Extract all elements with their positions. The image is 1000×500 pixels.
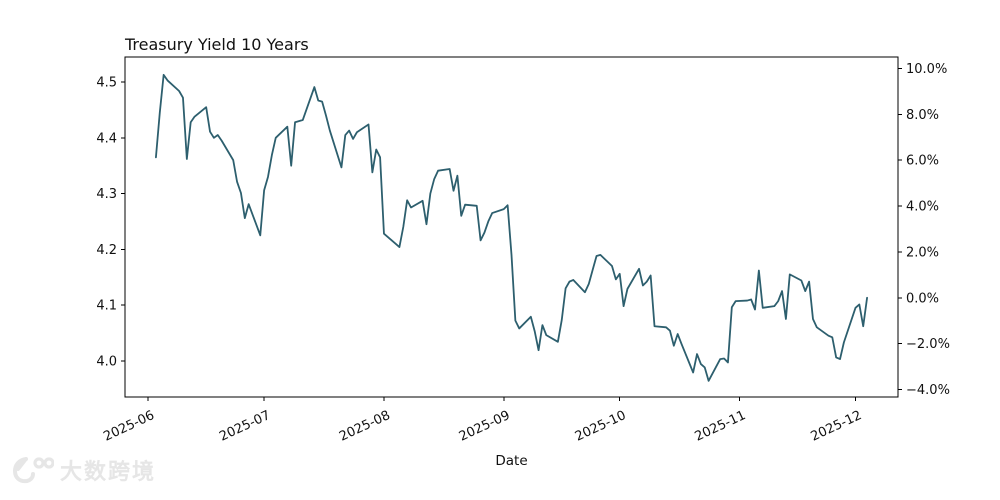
x-tick-label: 2025-11 <box>693 408 749 445</box>
yield-line <box>155 73 868 382</box>
y-right-tick-label: 0.0% <box>906 291 939 306</box>
brand-swirl-oo-icon <box>12 457 54 484</box>
x-tick-label: 2025-12 <box>809 408 865 445</box>
y-right-tick-label: −2.0% <box>906 337 950 352</box>
chart-title: Treasury Yield 10 Years <box>125 35 309 54</box>
x-tick-label: 2025-08 <box>337 408 393 445</box>
x-tick-label: 2025-06 <box>101 408 157 445</box>
x-tick-label: 2025-09 <box>457 408 513 445</box>
y-left-tick-label: 4.2 <box>96 243 117 258</box>
line-series <box>155 73 868 382</box>
x-tick-label: 2025-10 <box>573 408 629 445</box>
y-right-tick-label: 8.0% <box>906 108 939 123</box>
x-axis-title: Date <box>495 453 528 469</box>
y-right-tick-label: 4.0% <box>906 200 939 215</box>
axes <box>124 56 899 398</box>
y-left-tick-label: 4.0 <box>96 354 117 369</box>
y-left-tick-label: 4.5 <box>96 76 117 91</box>
watermark: 大数跨境 <box>12 454 156 486</box>
y-right-tick-label: 6.0% <box>906 154 939 169</box>
tick-marks <box>121 68 902 401</box>
y-left-tick-label: 4.4 <box>96 131 117 146</box>
y-left-tick-label: 4.3 <box>96 187 117 202</box>
x-tick-label: 2025-07 <box>217 408 273 445</box>
tick-labels: 4.0 4.1 4.2 4.3 4.4 4.5 10.0% 8.0% 6.0% 4.0% 2.0% 0… <box>96 62 950 445</box>
y-right-tick-label: 2.0% <box>906 245 939 260</box>
y-right-tick-label: 10.0% <box>906 62 947 77</box>
y-left-tick-label: 4.1 <box>96 299 117 314</box>
y-right-tick-label: −4.0% <box>906 383 950 398</box>
watermark-text: 大数跨境 <box>60 460 157 485</box>
